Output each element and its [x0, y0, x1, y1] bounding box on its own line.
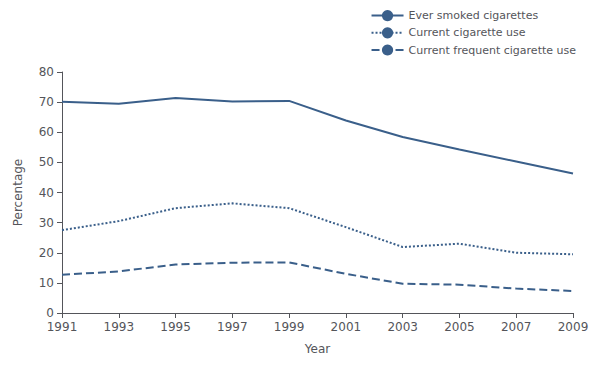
svg-text:2001: 2001 [331, 320, 362, 334]
svg-text:10: 10 [39, 276, 54, 290]
svg-text:Year: Year [304, 342, 330, 356]
svg-text:Current frequent cigarette use: Current frequent cigarette use [409, 44, 577, 57]
svg-text:Percentage: Percentage [11, 159, 25, 227]
svg-text:1993: 1993 [104, 320, 135, 334]
svg-text:1995: 1995 [160, 320, 191, 334]
svg-text:60: 60 [39, 125, 54, 139]
svg-text:Current cigarette use: Current cigarette use [409, 26, 526, 39]
svg-text:30: 30 [39, 216, 54, 230]
svg-text:2009: 2009 [558, 320, 589, 334]
svg-text:70: 70 [39, 95, 54, 109]
svg-text:80: 80 [39, 65, 54, 79]
svg-text:2005: 2005 [444, 320, 475, 334]
svg-text:20: 20 [39, 246, 54, 260]
svg-text:2003: 2003 [387, 320, 418, 334]
svg-text:1999: 1999 [274, 320, 305, 334]
svg-text:40: 40 [39, 186, 54, 200]
svg-text:50: 50 [39, 155, 54, 169]
svg-text:2007: 2007 [501, 320, 532, 334]
svg-text:1991: 1991 [47, 320, 78, 334]
svg-text:1997: 1997 [217, 320, 248, 334]
svg-text:Ever smoked cigarettes: Ever smoked cigarettes [409, 9, 539, 22]
svg-text:0: 0 [46, 306, 54, 320]
